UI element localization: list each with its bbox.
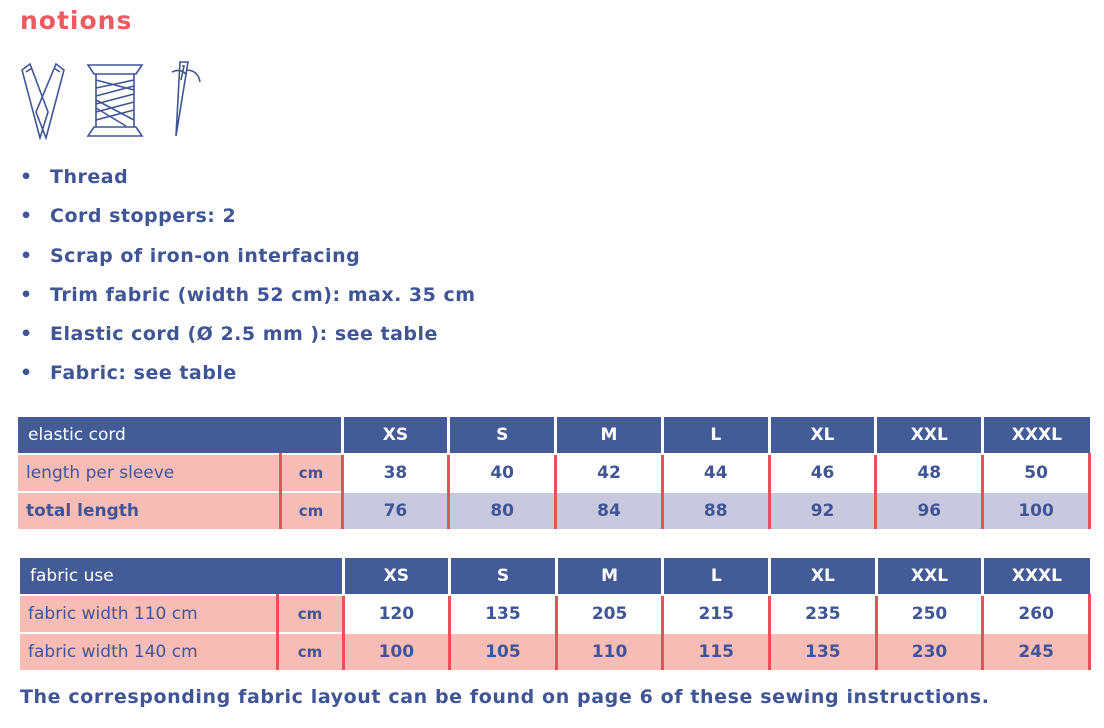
value-cell: 110 [554,632,663,670]
value-cell: 230 [874,632,983,670]
value-cell: 92 [767,491,876,529]
value-cell: 100 [981,491,1091,529]
table-row: total length cm 76 80 84 88 92 96 100 [18,491,1091,529]
row-label: total length [18,491,280,529]
list-item: • Scrap of iron-on interfacing [20,244,361,267]
value-cell: 105 [448,632,557,670]
size-header: L [661,558,770,595]
list-item: • Thread [20,166,129,188]
table-title: fabric use [20,558,343,595]
table-row: length per sleeve cm 38 40 42 44 46 48 50 [18,453,1091,492]
value-cell: 245 [981,632,1091,670]
size-header: L [660,417,770,454]
size-header: M [554,417,663,454]
size-header: S [448,558,557,595]
notions-list: • Thread • Cord stoppers: 2 • Scrap of iron… [20,166,476,402]
needle-icon [171,61,201,137]
size-header: XXXL [981,417,1090,454]
size-header: XS [340,417,449,454]
value-cell: 100 [341,632,450,670]
table-row: fabric width 140 cm cm 100 105 110 115 135 230 2… [20,632,1091,670]
value-cell: 84 [554,491,663,529]
value-cell: 88 [660,491,770,529]
table-row: fabric width 110 cm cm 120 135 205 215 235 250 2… [20,594,1091,633]
list-item: • Fabric: see table [20,362,237,385]
value-cell: 135 [768,632,877,670]
size-header: M [554,558,663,595]
size-header: XL [767,417,876,454]
value-cell: 120 [341,594,450,633]
section-title: notions [20,6,133,35]
value-cell: 260 [981,594,1091,633]
elastic-cord-table: elastic cord XS S M L XL XXL XXXL length per sle… [18,417,1091,529]
value-cell: 115 [661,632,770,670]
value-cell: 50 [981,453,1091,492]
value-cell: 250 [874,594,983,633]
list-item: • Elastic cord (Ø 2.5 mm ): see table [20,323,438,346]
table-header: fabric use XS S M L XL XXL XXXL [20,558,1090,595]
footer-note: The corresponding fabric layout can be f… [20,686,990,708]
value-cell: 80 [447,491,556,529]
scissors-icon [21,62,65,140]
size-header: XXL [874,417,983,454]
value-cell: 215 [661,594,770,633]
value-cell: 205 [554,594,663,633]
value-cell: 235 [768,594,877,633]
value-cell: 44 [660,453,770,492]
row-label: fabric width 140 cm [20,632,277,670]
value-cell: 76 [340,491,449,529]
list-item: • Cord stoppers: 2 [20,205,237,228]
table-header: elastic cord XS S M L XL XXL XXXL [18,417,1090,454]
row-label: length per sleeve [18,453,280,492]
fabric-use-table: fabric use XS S M L XL XXL XXXL fabric width 110… [20,558,1091,670]
size-header: XL [768,558,877,595]
size-header: S [447,417,556,454]
size-header: XS [341,558,450,595]
table-title: elastic cord [18,417,343,454]
value-cell: 40 [447,453,556,492]
thread-spool-icon [86,64,144,137]
value-cell: 96 [874,491,983,529]
value-cell: 135 [448,594,557,633]
size-header: XXL [874,558,983,595]
value-cell: 38 [340,453,449,492]
value-cell: 46 [767,453,876,492]
row-unit: cm [275,632,343,670]
value-cell: 48 [874,453,983,492]
value-cell: 42 [554,453,663,492]
row-label: fabric width 110 cm [20,594,277,633]
list-item: • Trim fabric (width 52 cm): max. 35 cm [20,283,476,306]
size-header: XXXL [981,558,1090,595]
row-unit: cm [278,453,343,492]
row-unit: cm [278,491,343,529]
row-unit: cm [275,594,343,633]
